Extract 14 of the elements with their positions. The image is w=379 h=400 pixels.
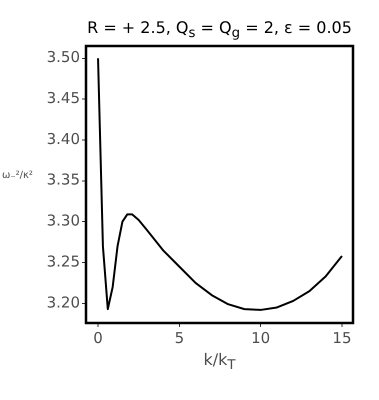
- y-tick-label: 3.35: [46, 170, 80, 189]
- x-tick-label: 15: [332, 328, 352, 347]
- y-tick-label: 3.25: [46, 252, 80, 270]
- y-tick-label: 3.30: [46, 212, 80, 230]
- x-tick-label: 5: [174, 328, 184, 347]
- y-axis-title: ω₋²/κ²: [2, 170, 33, 181]
- chart-title: R = + 2.5, Q$_{s}$ = Q$_{g}$ = 2, ε = 0.05: [86, 18, 353, 42]
- x-tick-label: 10: [251, 328, 270, 347]
- y-tick-label: 3.50: [46, 48, 80, 66]
- y-tick-label: 3.45: [46, 89, 80, 108]
- y-tick-label: 3.40: [46, 130, 80, 148]
- y-tick-label: 3.20: [46, 293, 80, 312]
- x-axis-title: k/k$_{T}$: [202, 350, 237, 374]
- x-tick-label: 0: [93, 328, 103, 347]
